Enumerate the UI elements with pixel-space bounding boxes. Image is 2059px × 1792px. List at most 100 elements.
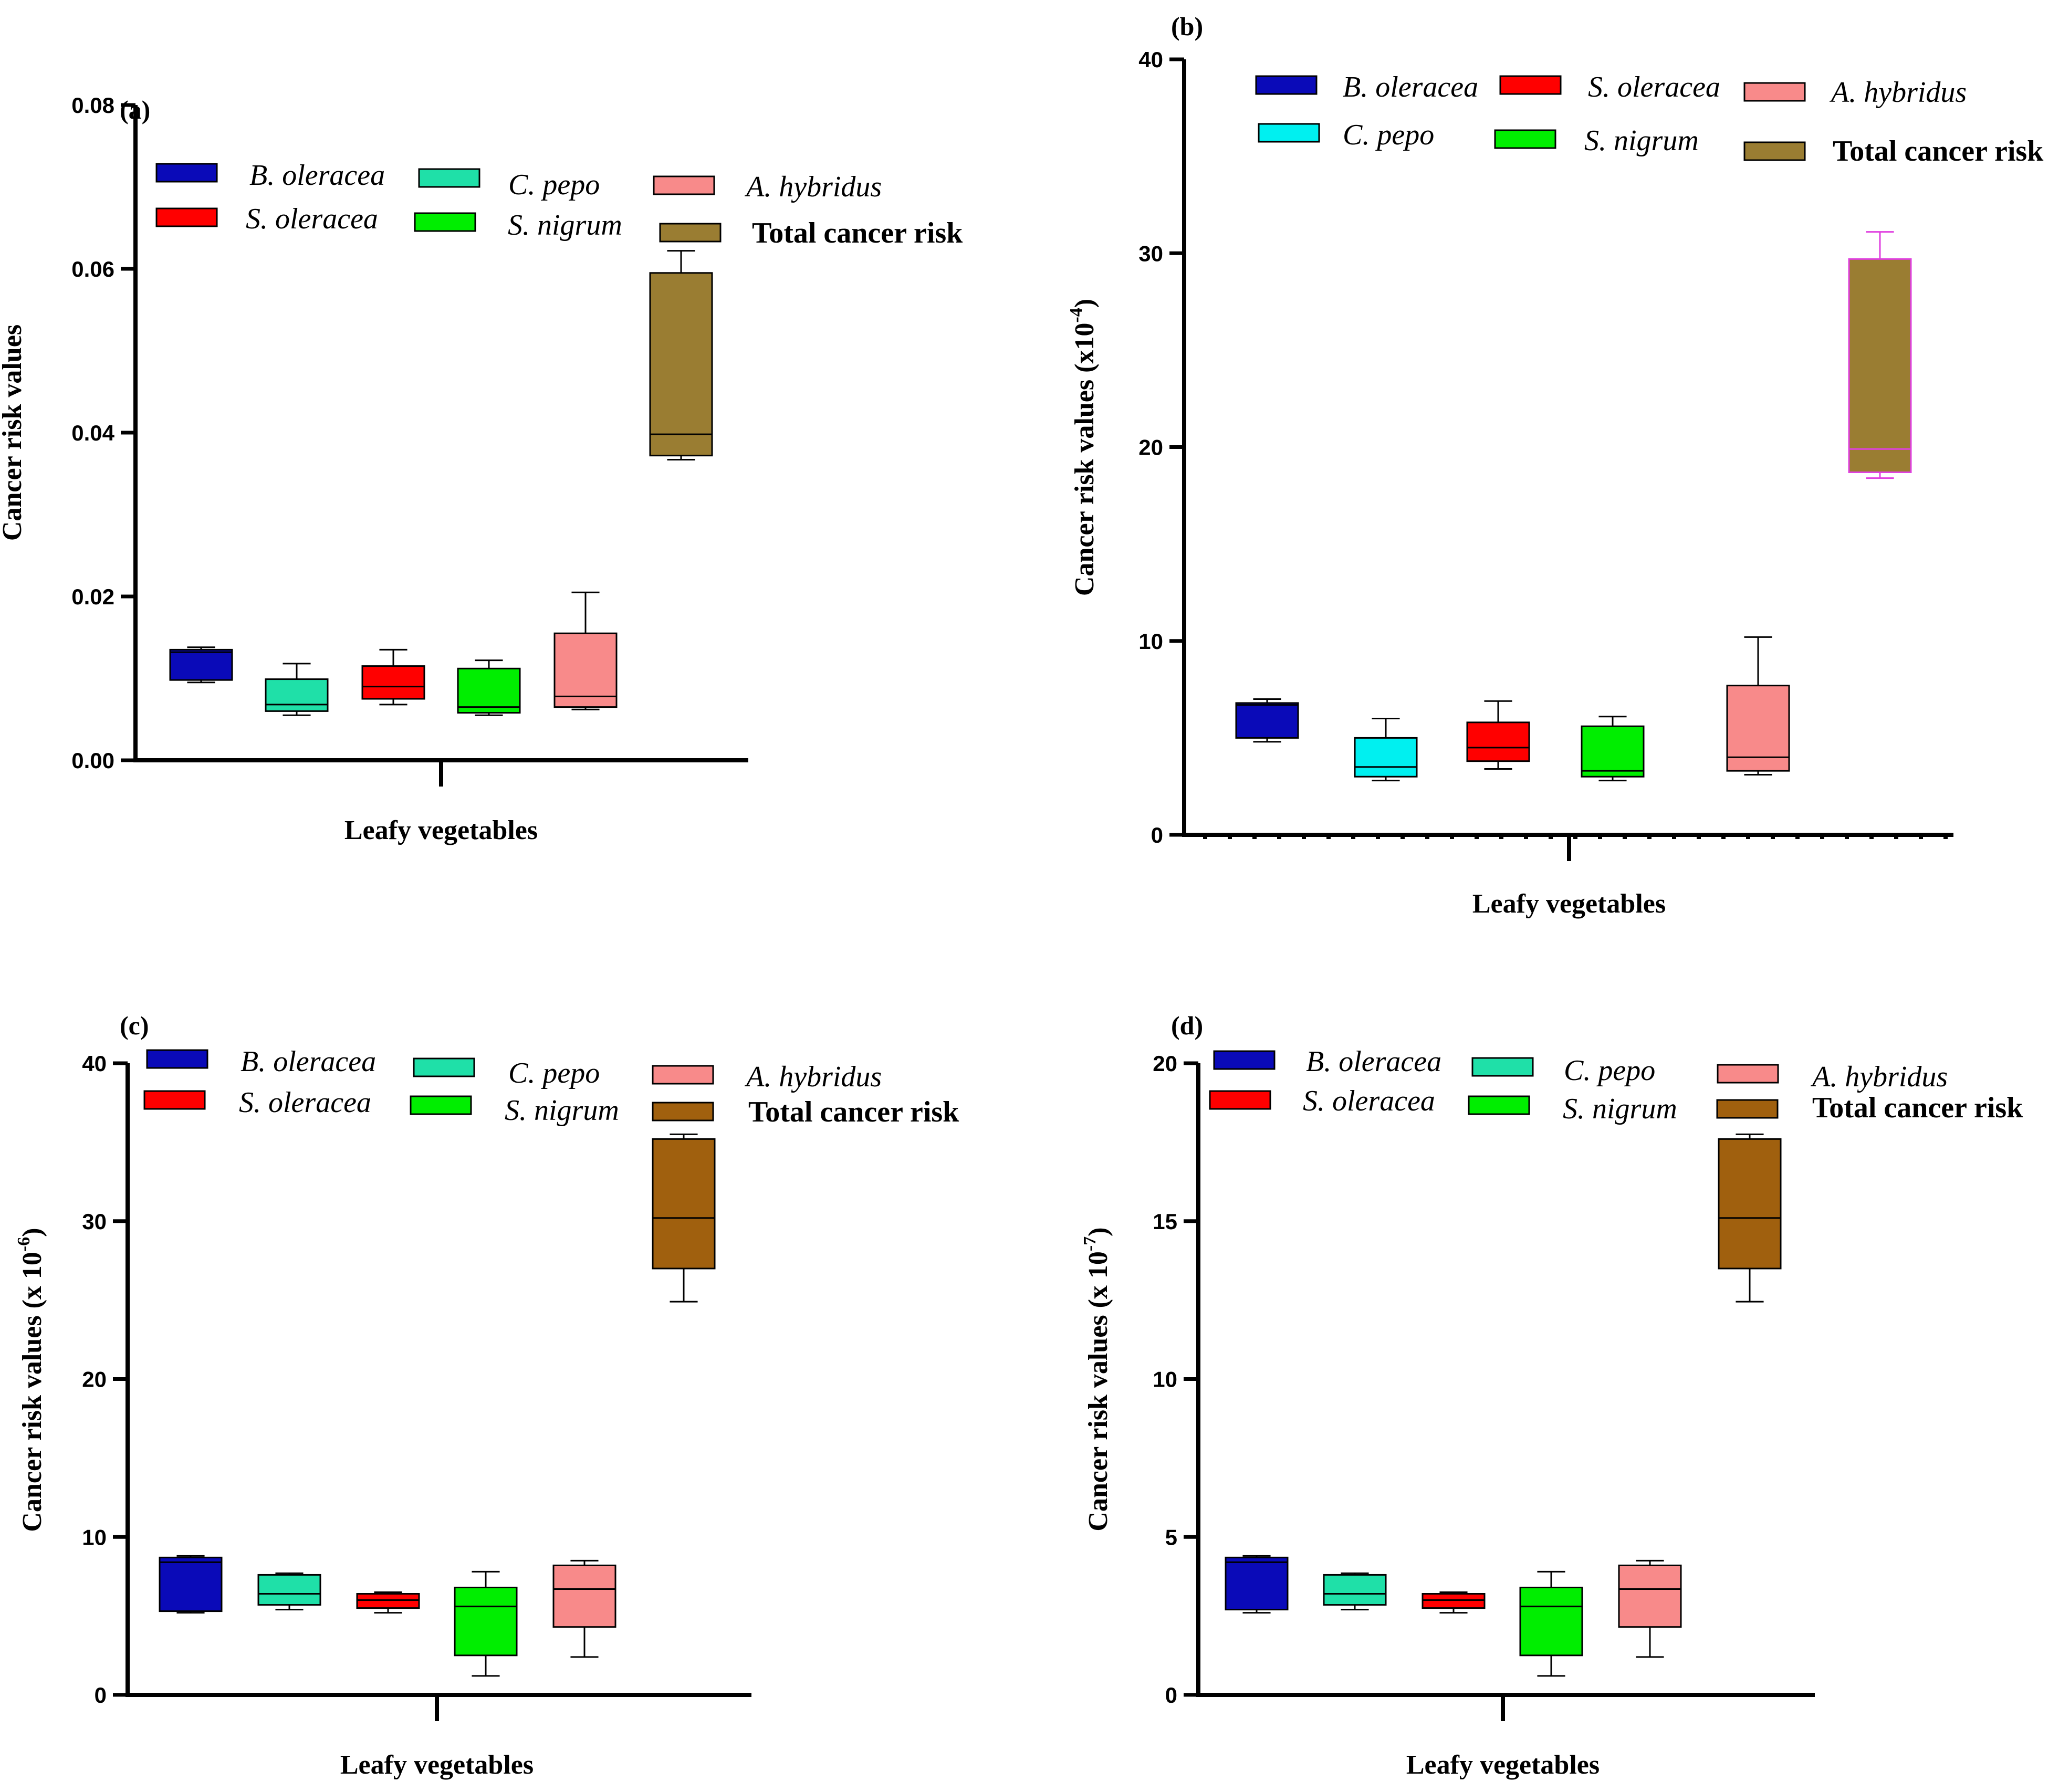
- panel-a-y-tick-label: 0.08: [71, 93, 114, 118]
- panel-b-legend-label-b-oleracea: B. oleracea: [1343, 71, 1478, 103]
- panel-b-legend-label-s-oleracea: S. oleracea: [1588, 71, 1720, 103]
- panel-b-legend-swatch-s-oleracea: [1499, 75, 1562, 95]
- panel-c-legend-label-s-nigrum: S. nigrum: [505, 1094, 619, 1127]
- panel-c-legend-label-s-oleracea: S. oleracea: [239, 1086, 371, 1119]
- panel-b-legend-swatch-total-cancer-risk: [1743, 141, 1806, 161]
- panel-b-legend-label-s-nigrum: S. nigrum: [1584, 124, 1699, 157]
- panel-a-legend-swatch-s-nigrum: [414, 212, 476, 232]
- panel-c-legend-swatch-b-oleracea: [146, 1049, 208, 1069]
- panel-a-legend-label-total-cancer-risk: Total cancer risk: [752, 217, 963, 249]
- panel-c-y-tick-label: 30: [82, 1209, 107, 1234]
- panel-a-box-body: [649, 272, 713, 457]
- panel-d-legend-label-b-oleracea: B. oleracea: [1306, 1045, 1441, 1078]
- panel-a-legend-label-s-nigrum: S. nigrum: [508, 209, 622, 242]
- panel-c-chart: (c) 0 10 20 30 40 Cancer risk values (x 10-6) L…: [14, 1011, 959, 1780]
- panel-a-box-body: [265, 678, 329, 712]
- panel-b-box-b-oleracea: [1235, 698, 1299, 743]
- panel-c-legend-label-b-oleracea: B. oleracea: [241, 1045, 376, 1078]
- panel-a-y-tick-label: 0.00: [71, 748, 114, 773]
- panel-c-legend-swatch-s-nigrum: [410, 1095, 472, 1115]
- panel-d-legend-label-s-oleracea: S. oleracea: [1303, 1085, 1435, 1117]
- panel-d-legend-swatch-b-oleracea: [1213, 1050, 1276, 1070]
- panel-d-box-b-oleracea: [1225, 1555, 1289, 1614]
- panel-b-box-body: [1235, 702, 1299, 739]
- panel-c-y-tick-label: 0: [95, 1683, 107, 1707]
- panel-c-box-s-nigrum: [454, 1570, 518, 1677]
- panel-d-box-c-pepo: [1323, 1572, 1387, 1611]
- panel-a-box-body: [457, 667, 521, 714]
- panel-c-box-c-pepo: [257, 1572, 321, 1611]
- panel-b-box-body: [1354, 737, 1418, 778]
- panel-c-box-b-oleracea: [159, 1555, 223, 1614]
- panel-d-legend-swatch-c-pepo: [1471, 1057, 1534, 1077]
- panel-d-box-body: [1225, 1556, 1289, 1611]
- panel-c-box-body: [454, 1586, 518, 1657]
- panel-d-y-tick-label: 20: [1153, 1051, 1177, 1076]
- panel-b-y-tick-label: 30: [1138, 241, 1163, 266]
- panel-b-legend: B. oleracea S. oleracea A. hybridus C. pepo…: [1255, 71, 2044, 167]
- panel-c-y-tick-label: 40: [82, 1051, 107, 1076]
- panel-c-box-body: [552, 1564, 616, 1628]
- panel-b-legend-label-a-hybridus: A. hybridus: [1829, 76, 1967, 109]
- panel-d-legend-swatch-s-nigrum: [1468, 1095, 1530, 1115]
- panel-a-box-b-oleracea: [169, 646, 233, 684]
- panel-b-legend-label-c-pepo: C. pepo: [1343, 119, 1434, 151]
- panel-c-legend-label-c-pepo: C. pepo: [508, 1057, 600, 1089]
- panel-a-legend-label-s-oleracea: S. oleracea: [246, 203, 378, 235]
- panel-b-y-axis-title: Cancer risk values (x10-4): [1067, 299, 1100, 596]
- panel-c-legend-label-total-cancer-risk: Total cancer risk: [748, 1096, 959, 1128]
- panel-a-y-tick-label: 0.06: [71, 257, 114, 281]
- panel-a-legend-swatch-s-oleracea: [155, 207, 218, 227]
- panel-c-legend-swatch-a-hybridus: [652, 1065, 714, 1085]
- panel-d-y-tick-label: 0: [1165, 1683, 1177, 1707]
- panel-b-x-axis-title: Leafy vegetables: [1472, 889, 1666, 919]
- panel-d-legend: B. oleracea C. pepo A. hybridus S. oleracea…: [1209, 1045, 2023, 1125]
- panel-c-box-body: [159, 1556, 223, 1612]
- panel-b-box-total-cancer-risk: [1848, 231, 1912, 479]
- panel-d-legend-swatch-s-oleracea: [1209, 1090, 1271, 1110]
- panel-a-x-axis-title: Leafy vegetables: [344, 815, 538, 845]
- panel-a-legend-label-b-oleracea: B. oleracea: [249, 159, 385, 192]
- panel-a-y-tick-label: 0.02: [71, 584, 114, 609]
- panel-d-box-s-nigrum: [1519, 1570, 1583, 1677]
- panel-a-legend-label-a-hybridus: A. hybridus: [744, 171, 882, 203]
- panel-b-y-tick-label: 20: [1138, 435, 1163, 460]
- panel-a-box-a-hybridus: [553, 591, 618, 710]
- panel-a-legend: B. oleracea C. pepo A. hybridus S. oleracea…: [155, 159, 963, 249]
- panel-a-box-body: [361, 665, 425, 700]
- panel-d-chart: (d) 0 5 10 15 20 Cancer risk values (x 10-7) Le…: [1080, 1011, 2023, 1780]
- panel-d-legend-label-total-cancer-risk: Total cancer risk: [1812, 1092, 2023, 1124]
- panel-a-box-total-cancer-risk: [649, 250, 713, 460]
- panel-b-chart: (b) 0 10 20 30 40 Cancer risk values (x10-4) Le…: [1067, 12, 2044, 919]
- panel-d-legend-swatch-a-hybridus: [1717, 1064, 1779, 1084]
- panel-a-box-c-pepo: [265, 663, 329, 716]
- panel-b-box-body: [1848, 258, 1912, 474]
- panel-d-y-tick-label: 5: [1165, 1525, 1177, 1549]
- panel-d-legend-label-a-hybridus: A. hybridus: [1810, 1061, 1948, 1093]
- panel-d-box-body: [1519, 1586, 1583, 1657]
- panel-c-box-body: [257, 1574, 321, 1606]
- panel-b-box-a-hybridus: [1726, 636, 1790, 776]
- panel-c-label: (c): [120, 1011, 149, 1040]
- panel-a-box-s-nigrum: [457, 659, 521, 716]
- panel-c-box-body: [652, 1138, 716, 1270]
- panel-a-legend-swatch-total-cancer-risk: [659, 223, 722, 243]
- panel-d-box-total-cancer-risk: [1718, 1133, 1782, 1303]
- panel-a-box-s-oleracea: [361, 648, 425, 706]
- panel-b-box-body: [1581, 725, 1645, 778]
- panel-d-y-axis-title: Cancer risk values (x 10-7): [1080, 1227, 1113, 1531]
- panel-c-y-axis-title: Cancer risk values (x 10-6): [14, 1228, 47, 1532]
- panel-c-box-a-hybridus: [552, 1559, 616, 1658]
- panel-b-legend-swatch-s-nigrum: [1494, 129, 1556, 149]
- panel-a-legend-swatch-c-pepo: [418, 168, 480, 188]
- panel-d-box-body: [1718, 1138, 1782, 1270]
- panel-b-box-c-pepo: [1354, 717, 1418, 782]
- panel-b-legend-swatch-b-oleracea: [1255, 75, 1318, 95]
- panel-a-box-body: [553, 632, 618, 708]
- panel-a-y-axis-title: Cancer risk values: [0, 324, 27, 541]
- panel-c-box-s-oleracea: [356, 1591, 420, 1614]
- panel-b-box-s-oleracea: [1466, 700, 1530, 770]
- panel-d-legend-swatch-total-cancer-risk: [1716, 1099, 1779, 1119]
